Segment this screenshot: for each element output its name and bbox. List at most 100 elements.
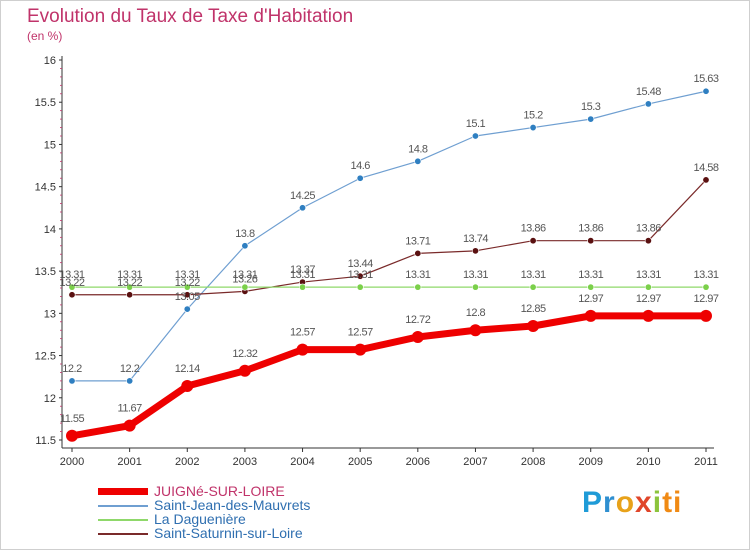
data-point: [126, 283, 134, 291]
x-tick-label: 2001: [117, 456, 141, 468]
data-label: 13.31: [693, 269, 718, 281]
data-label: 13.86: [521, 223, 546, 235]
data-label: 13.37: [290, 264, 315, 276]
y-tick-label: 15: [44, 139, 56, 151]
data-point: [469, 324, 482, 337]
data-point: [529, 237, 537, 245]
data-label: 13.74: [463, 233, 488, 245]
data-point: [702, 176, 710, 184]
data-point: [527, 320, 540, 332]
data-label: 13.31: [59, 269, 84, 281]
data-point: [66, 429, 78, 442]
x-tick-label: 2002: [175, 456, 199, 468]
data-label: 13.31: [290, 269, 315, 281]
data-label: 12.57: [348, 327, 373, 339]
data-point: [644, 283, 652, 291]
chart-subtitle: (en %): [27, 29, 63, 43]
data-point: [414, 249, 422, 257]
data-point: [587, 237, 595, 245]
axes: 11.5 12 12.5 13 13.5 14 14.5 15 15.5 16 2000 2001 20…: [35, 55, 718, 468]
brand-logo: Proxiti: [582, 486, 683, 519]
data-label: 13.86: [578, 223, 603, 235]
data-label: 12.97: [693, 293, 718, 305]
data-label: 13.22: [117, 277, 142, 289]
data-label: 14.6: [350, 160, 370, 172]
y-tick-label: 16: [44, 55, 56, 67]
data-label: 12.97: [578, 293, 603, 305]
data-point: [354, 343, 367, 356]
data-point: [584, 309, 597, 322]
data-label: 11.67: [118, 403, 143, 415]
data-point: [68, 377, 76, 385]
data-point: [471, 132, 479, 140]
data-point: [700, 309, 712, 322]
data-label: 13.8: [235, 228, 255, 240]
data-point: [299, 283, 307, 291]
data-label: 13.31: [521, 269, 546, 281]
y-tick-label: 12.5: [35, 351, 56, 363]
data-label: 11.55: [60, 413, 85, 425]
legend-label: La Daguenière: [154, 511, 246, 527]
data-point: [299, 204, 307, 212]
legend-label: JUIGNé-SUR-LOIRE: [154, 483, 285, 499]
data-point: [471, 247, 479, 255]
data-label: 12.8: [466, 307, 486, 319]
data-point: [126, 377, 134, 385]
y-tick-label: 13.5: [35, 266, 56, 278]
x-tick-label: 2009: [578, 456, 602, 468]
data-point: [529, 124, 537, 132]
data-label: 15.48: [636, 86, 661, 98]
y-tick-label: 14: [44, 224, 56, 236]
data-point: [471, 283, 479, 291]
legend-item: JUIGNé-SUR-LOIRE: [98, 483, 358, 499]
legend-item: La Daguenière: [98, 511, 358, 527]
legend-label: Saint-Saturnin-sur-Loire: [154, 525, 303, 541]
data-label: 13.31: [232, 269, 257, 281]
data-label: 13.86: [636, 223, 661, 235]
data-label: 12.72: [405, 314, 430, 326]
data-point: [414, 157, 422, 165]
data-point: [296, 343, 309, 356]
data-label: 13.05: [175, 291, 200, 303]
data-label: 12.2: [120, 363, 140, 375]
data-label: 12.2: [62, 363, 82, 375]
data-label: 13.31: [578, 269, 603, 281]
y-tick-label: 11.5: [35, 435, 56, 447]
data-point: [238, 364, 251, 377]
data-label: 13.31: [405, 269, 430, 281]
data-point: [411, 330, 424, 343]
data-point: [587, 115, 595, 123]
x-tick-label: 2006: [406, 456, 430, 468]
data-label: 15.2: [523, 110, 543, 122]
data-point: [183, 291, 191, 299]
data-point: [241, 283, 249, 291]
data-label: 13.26: [232, 273, 257, 285]
y-tick-label: 14.5: [35, 182, 56, 194]
legend-item: Saint-Saturnin-sur-Loire: [98, 525, 358, 541]
x-tick-label: 2000: [60, 456, 84, 468]
data-label: 12.97: [636, 293, 661, 305]
y-tick-label: 13: [44, 308, 56, 320]
data-label: 13.31: [117, 269, 142, 281]
data-label: 13.31: [348, 269, 373, 281]
data-point: [702, 283, 710, 291]
data-label: 12.85: [521, 303, 546, 315]
legend-swatch: [98, 505, 148, 507]
data-point: [241, 242, 249, 250]
data-label: 13.31: [175, 269, 200, 281]
data-label: 15.63: [693, 73, 718, 85]
chart-title: Evolution du Taux de Taxe d'Habitation: [27, 6, 354, 27]
data-point: [183, 283, 191, 291]
y-tick-label: 12: [44, 393, 56, 405]
data-label: 12.32: [232, 348, 257, 360]
data-label: 15.1: [466, 118, 486, 130]
data-label: 13.31: [636, 269, 661, 281]
legend-label: Saint-Jean-des-Mauvrets: [154, 497, 311, 513]
x-tick-label: 2003: [233, 456, 257, 468]
x-tick-label: 2008: [521, 456, 545, 468]
data-point: [529, 283, 537, 291]
data-point: [183, 305, 191, 313]
data-point: [702, 87, 710, 95]
data-point: [587, 283, 595, 291]
